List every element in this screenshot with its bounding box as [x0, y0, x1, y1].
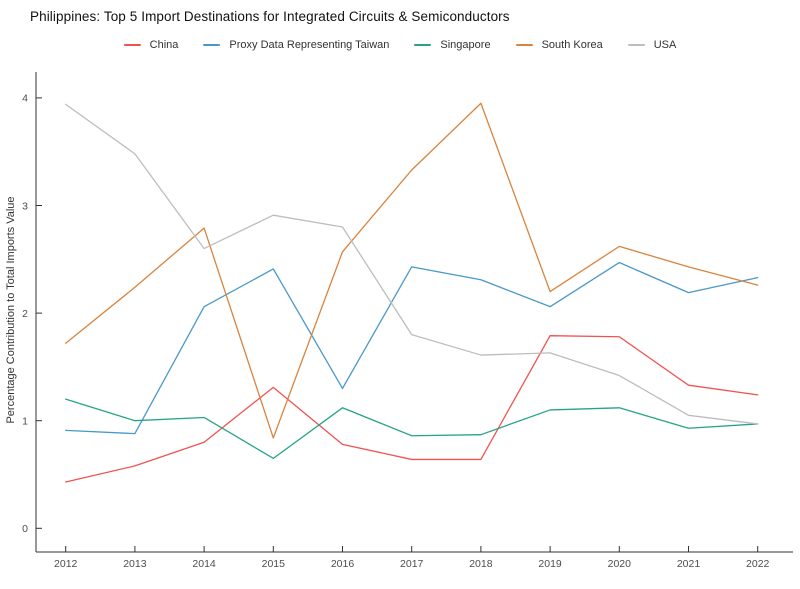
y-axis-title: Percentage Contribution to Total Imports…	[5, 196, 17, 423]
legend-label: Proxy Data Representing Taiwan	[229, 39, 390, 51]
x-tick-label: 2015	[262, 558, 286, 570]
y-tick-label: 1	[22, 416, 28, 428]
legend: China Proxy Data Representing Taiwan Singa…	[0, 36, 800, 54]
chart-title: Philippines: Top 5 Import Destinations f…	[30, 9, 510, 24]
legend-item-proxy-data-representing-taiwan: Proxy Data Representing Taiwan	[203, 39, 389, 51]
legend-label: Singapore	[440, 39, 491, 51]
y-tick-label: 4	[22, 93, 28, 105]
x-tick-label: 2017	[400, 558, 424, 570]
series-line-usa	[65, 103, 759, 425]
legend-label: USA	[653, 39, 677, 51]
x-tick-label: 2019	[538, 558, 562, 570]
y-tick-label: 0	[22, 523, 28, 535]
x-tick-label: 2018	[469, 558, 493, 570]
series-line-south-korea	[65, 102, 759, 439]
legend-label: South Korea	[541, 39, 603, 51]
x-tick-label: 2020	[608, 558, 632, 570]
legend-swatch-singapore	[414, 44, 432, 46]
y-tick-label: 3	[22, 200, 28, 212]
legend-item-usa: USA	[627, 39, 677, 51]
x-tick-label: 2021	[677, 558, 701, 570]
x-tick-label: 2014	[192, 558, 216, 570]
legend-swatch-south-korea	[515, 44, 533, 46]
legend-swatch-proxy-data-representing-taiwan	[203, 44, 221, 46]
x-tick-label: 2013	[123, 558, 147, 570]
series-line-china	[65, 335, 759, 483]
x-tick-label: 2022	[746, 558, 770, 570]
x-tick-label: 2012	[54, 558, 78, 570]
legend-swatch-usa	[627, 44, 645, 46]
legend-label: China	[149, 39, 179, 51]
legend-swatch-china	[123, 44, 141, 46]
y-tick-label: 2	[22, 308, 28, 320]
legend-item-singapore: Singapore	[414, 39, 491, 51]
series-line-singapore	[65, 398, 759, 460]
series-line-proxy-data-representing-taiwan	[65, 261, 759, 435]
legend-item-south-korea: South Korea	[515, 39, 603, 51]
x-tick-label: 2016	[331, 558, 355, 570]
legend-item-china: China	[123, 39, 179, 51]
